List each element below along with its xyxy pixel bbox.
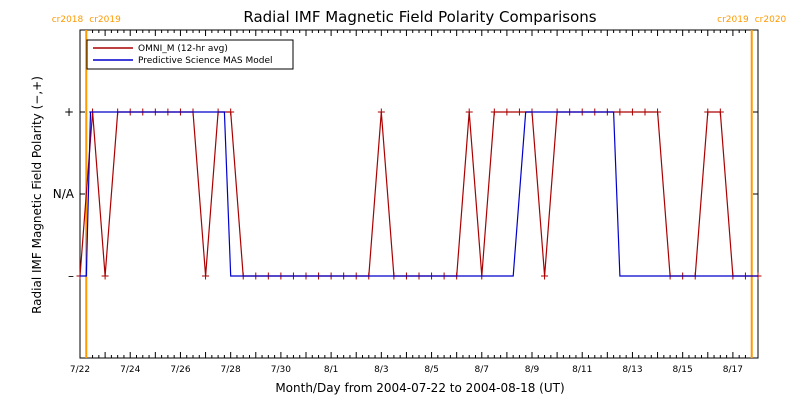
legend-label-mas: Predictive Science MAS Model bbox=[138, 56, 273, 66]
data-point-marker bbox=[227, 108, 235, 116]
x-tick-label: 8/9 bbox=[525, 365, 540, 375]
series-line-mas bbox=[80, 111, 758, 277]
data-point-marker bbox=[704, 108, 712, 116]
x-tick-label: 8/3 bbox=[374, 365, 388, 375]
x-tick-label: 8/15 bbox=[673, 365, 693, 375]
data-point-marker bbox=[377, 108, 385, 116]
legend-box bbox=[86, 39, 294, 70]
carrington-rotation-lines bbox=[85, 30, 753, 358]
x-axis-ticks: 7/22 7/24 7/26 7/28 7/30 8/1 8/3 8/5 8/7 8/9 8/11 8… bbox=[70, 30, 759, 375]
data-point-marker bbox=[628, 108, 636, 116]
data-point-marker bbox=[465, 108, 473, 116]
x-tick-label: 8/17 bbox=[723, 365, 743, 375]
y-tick-label: N/A bbox=[53, 187, 75, 201]
x-tick-label: 7/22 bbox=[70, 365, 90, 375]
data-point-marker bbox=[541, 272, 549, 280]
x-tick-label: 7/28 bbox=[221, 365, 241, 375]
series-line-omni bbox=[79, 111, 758, 277]
x-tick-label: 8/13 bbox=[622, 365, 642, 375]
legend: OMNI_M (12-hr avg) Predictive Science MA… bbox=[86, 39, 294, 70]
x-tick-label: 7/30 bbox=[271, 365, 291, 375]
x-tick-label: 7/26 bbox=[170, 365, 190, 375]
data-point-marker bbox=[503, 108, 511, 116]
carrington-label-right: cr2019 bbox=[89, 15, 121, 25]
x-tick-label: 7/24 bbox=[120, 365, 140, 375]
x-axis-label: Month/Day from 2004-07-22 to 2004-08-18 … bbox=[275, 381, 564, 395]
data-point-marker bbox=[515, 108, 523, 116]
carrington-label-left: cr2019 bbox=[717, 15, 749, 25]
x-tick-label: 8/11 bbox=[572, 365, 592, 375]
data-point-marker bbox=[490, 108, 498, 116]
series-layer bbox=[76, 108, 762, 280]
data-point-marker bbox=[616, 108, 624, 116]
data-point-marker bbox=[202, 272, 210, 280]
data-point-marker bbox=[641, 108, 649, 116]
x-tick-label: 8/5 bbox=[424, 365, 438, 375]
legend-label-omni: OMNI_M (12-hr avg) bbox=[138, 44, 228, 54]
data-point-marker bbox=[654, 108, 662, 116]
x-tick-label: 8/7 bbox=[475, 365, 489, 375]
y-axis-label: Radial IMF Magnetic Field Polarity (−,+) bbox=[30, 76, 44, 314]
carrington-labels: cr2018 cr2019 cr2019 cr2020 bbox=[52, 15, 787, 25]
chart-title: Radial IMF Magnetic Field Polarity Compa… bbox=[243, 8, 596, 26]
y-axis-ticks: – N/A + bbox=[53, 105, 758, 283]
y-tick-label: – bbox=[68, 269, 74, 283]
x-tick-label: 8/1 bbox=[324, 365, 338, 375]
data-point-marker bbox=[101, 272, 109, 280]
data-point-marker bbox=[716, 108, 724, 116]
carrington-label-left: cr2018 bbox=[52, 15, 84, 25]
plot-frame bbox=[79, 29, 759, 359]
y-tick-label: + bbox=[64, 105, 74, 119]
carrington-label-right: cr2020 bbox=[755, 15, 787, 25]
